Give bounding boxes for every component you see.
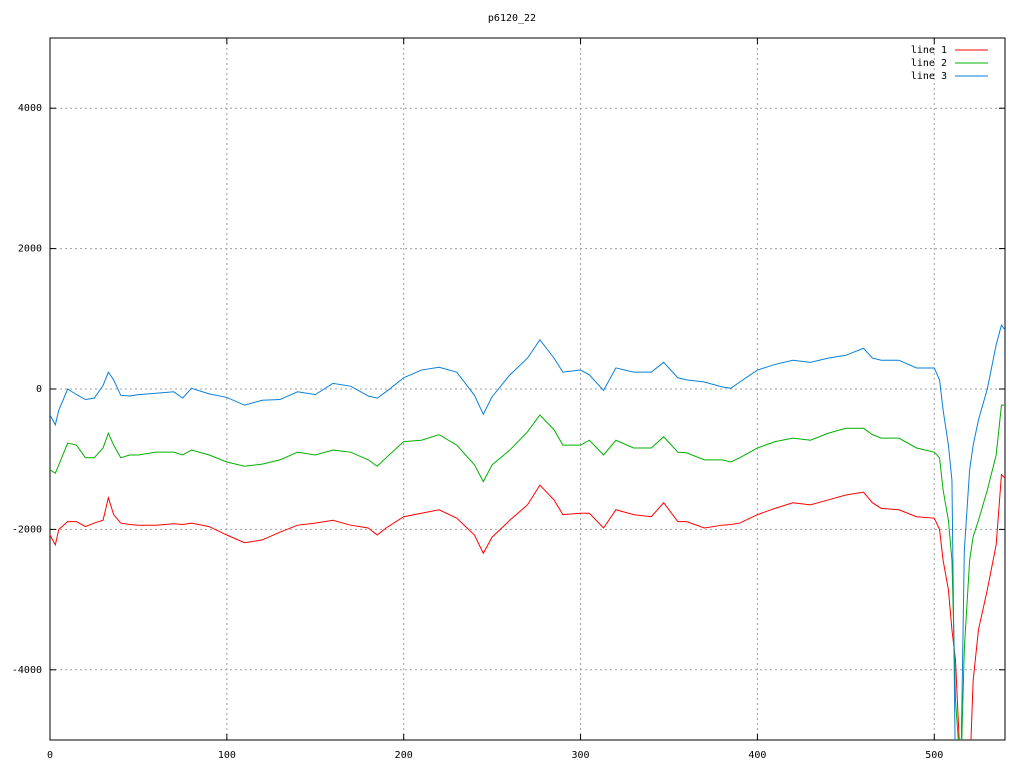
- legend-label: line 3: [911, 71, 947, 82]
- plot-frame: [49, 37, 1006, 741]
- x-tick-label: 500: [925, 750, 943, 761]
- x-tick-label: 400: [748, 750, 766, 761]
- data-line: [50, 473, 1005, 740]
- data-line: [50, 404, 1005, 740]
- plot-area: [50, 323, 1005, 740]
- y-tick-label: 4000: [18, 103, 42, 114]
- y-tick-label: 0: [36, 384, 42, 395]
- legend-label: line 1: [911, 45, 947, 56]
- x-tick-label: 300: [572, 750, 590, 761]
- y-tick-label: -2000: [12, 524, 42, 535]
- chart-title: p6120_22: [488, 13, 536, 24]
- x-tick-label: 100: [218, 750, 236, 761]
- legend-label: line 2: [911, 58, 947, 69]
- x-tick-label: 0: [47, 750, 53, 761]
- y-tick-label: 2000: [18, 244, 42, 255]
- x-tick-label: 200: [395, 750, 413, 761]
- data-line: [50, 323, 1005, 740]
- y-tick-label: -4000: [12, 665, 42, 676]
